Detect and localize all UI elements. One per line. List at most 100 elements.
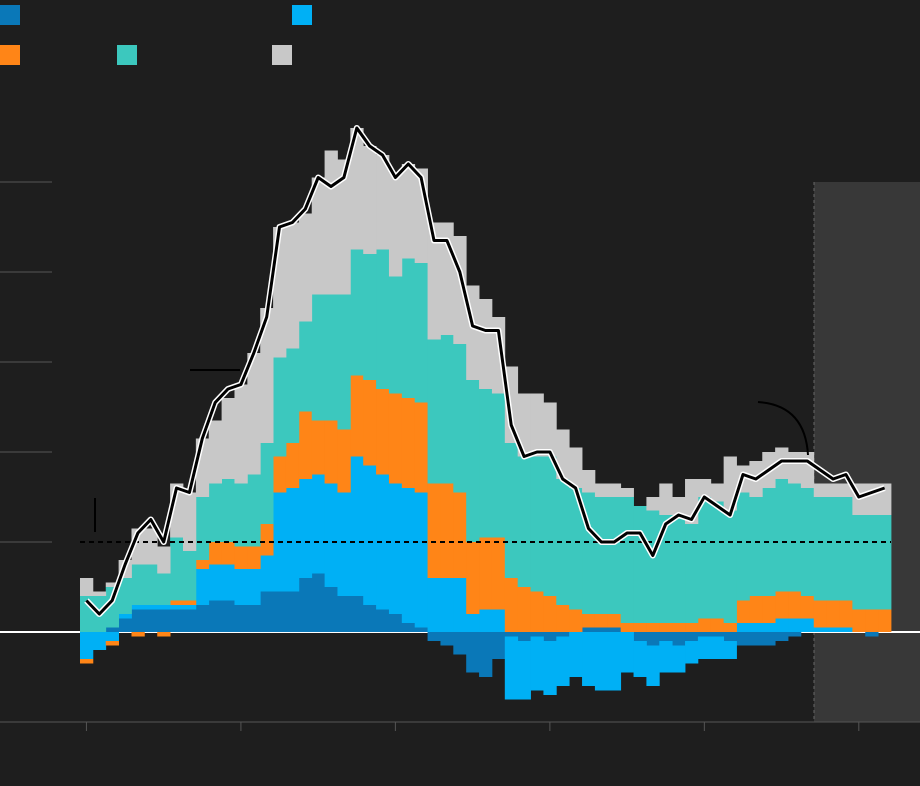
bar-segment: [775, 479, 789, 592]
bar-segment: [826, 483, 840, 497]
bar-segment: [491, 632, 506, 659]
bar-segment: [440, 483, 454, 578]
legend-swatch: [292, 5, 312, 25]
bar-segment: [646, 497, 660, 511]
bar-segment: [813, 497, 828, 601]
bar-segment: [813, 600, 828, 628]
bar-segment: [594, 632, 609, 691]
bar-segment: [697, 632, 712, 637]
bar-segment: [195, 605, 210, 632]
bar-segment: [697, 479, 712, 497]
bar-segment: [491, 393, 506, 538]
bar-segment: [260, 591, 274, 632]
bar-segment: [427, 632, 441, 641]
bar-segment: [633, 623, 647, 632]
bar-segment: [569, 488, 583, 610]
bar-segment: [607, 614, 622, 628]
bar-segment: [788, 618, 802, 632]
bar-segment: [749, 596, 763, 623]
bar-segment: [273, 357, 287, 457]
bar-segment: [556, 636, 570, 686]
bar-segment: [363, 380, 377, 466]
bar-segment: [337, 596, 351, 632]
bar-segment: [672, 497, 686, 515]
bar-segment: [800, 488, 815, 596]
bar-segment: [878, 609, 892, 632]
bar-segment: [195, 560, 210, 569]
bar-segment: [131, 564, 145, 605]
bar-segment: [453, 632, 467, 655]
bar-segment: [131, 609, 145, 632]
bar-segment: [144, 609, 158, 632]
bar-segment: [247, 353, 261, 475]
bar-segment: [414, 263, 428, 403]
bar-segment: [80, 632, 94, 659]
bar-segment: [221, 542, 235, 565]
bar-segment: [839, 497, 853, 601]
bar-segment: [479, 299, 493, 389]
bar-segment: [878, 515, 892, 610]
bar-segment: [749, 623, 763, 632]
bar-segment: [607, 483, 622, 497]
bar-segment: [92, 591, 107, 596]
bar-segment: [234, 605, 248, 632]
bar-segment: [195, 497, 210, 560]
bar-segment: [388, 393, 403, 484]
bar-segment: [427, 222, 441, 340]
bar-segment: [388, 276, 403, 394]
annotation-leader: [757, 401, 809, 456]
bar-segment: [298, 479, 313, 578]
bar-segment: [543, 402, 557, 457]
bar-segment: [388, 483, 403, 614]
bar-segment: [672, 515, 686, 623]
bar-segment: [337, 159, 351, 295]
bar-segment: [388, 614, 403, 632]
bar-segment: [247, 605, 261, 632]
bar-segment: [543, 456, 557, 596]
bar-segment: [414, 627, 428, 632]
bar-segment: [607, 497, 622, 614]
bar-segment: [569, 609, 583, 632]
bar-segment: [311, 294, 325, 421]
bar-segment: [363, 605, 377, 632]
bar-segment: [350, 249, 364, 376]
bar-segment: [775, 618, 789, 632]
forecast-shade: [814, 182, 920, 722]
bar-segment: [298, 321, 313, 412]
bar-segment: [865, 515, 879, 610]
bar-segment: [723, 623, 737, 632]
bar-segment: [414, 492, 428, 628]
bar-segment: [607, 627, 622, 632]
bar-segment: [530, 636, 544, 691]
bar-segment: [466, 542, 480, 614]
bar-segment: [324, 150, 338, 295]
bar-segment: [749, 632, 763, 646]
bar-segment: [672, 645, 686, 673]
bar-segment: [517, 632, 531, 641]
bar-segment: [659, 641, 673, 673]
bar-segment: [376, 389, 390, 475]
bar-segment: [556, 632, 570, 637]
bar-segment: [311, 573, 325, 632]
bar-segment: [659, 623, 673, 632]
bar-segment: [363, 254, 377, 380]
bar-segment: [260, 308, 274, 443]
legend-swatch: [0, 45, 20, 65]
bar-segment: [453, 578, 467, 632]
bar-segment: [504, 632, 519, 637]
bar-segment: [762, 596, 776, 623]
bar-segment: [685, 524, 699, 623]
bar-segment: [620, 497, 634, 623]
bar-segment: [594, 627, 609, 632]
bar-segment: [736, 632, 750, 646]
bar-segment: [440, 578, 454, 632]
bar-segment: [633, 632, 647, 641]
bar-segment: [311, 177, 325, 295]
bar-segment: [504, 443, 519, 578]
bar-segment: [427, 339, 441, 484]
bar-segment: [646, 623, 660, 632]
bar-segment: [260, 555, 274, 592]
bar-segment: [710, 483, 725, 502]
bar-segment: [440, 632, 454, 646]
bar-segment: [517, 587, 531, 632]
